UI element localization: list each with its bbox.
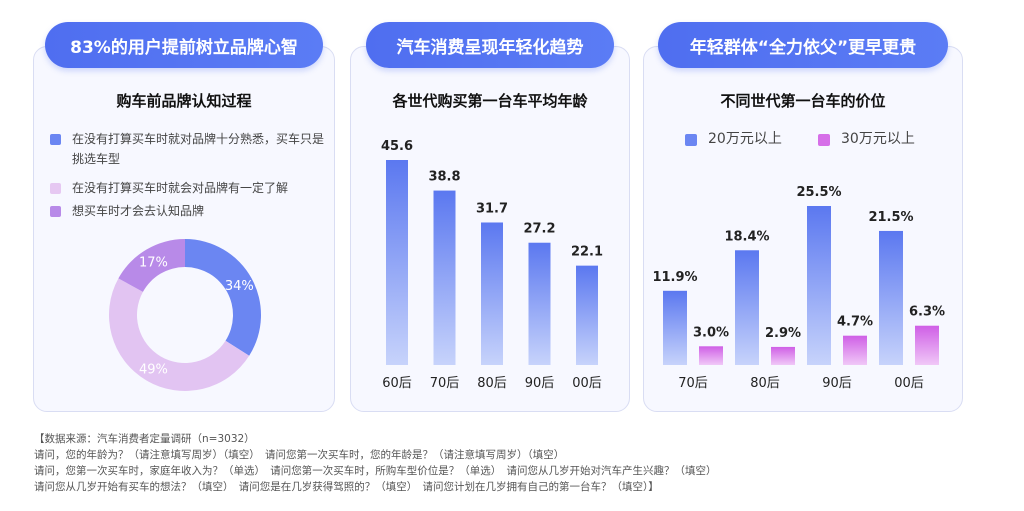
bar-70后-series-2 (699, 346, 723, 365)
legend-label-2: 在没有打算买车时就会对品牌有一定了解 (72, 181, 289, 195)
x-tick-label: 80后 (477, 376, 507, 391)
bar-value-label: 21.5% (868, 210, 913, 225)
donut-label-2: 49% (139, 362, 168, 377)
donut-chart: 34% 49% 17% (108, 239, 261, 392)
age-bar-chart: 45.6 60后 38.8 70后 31.7 80后 27.2 90后 22.1 00后 (381, 139, 603, 391)
x-tick-label: 90后 (525, 376, 555, 391)
x-tick-label: 00后 (572, 376, 602, 391)
donut-slice-1 (185, 239, 261, 356)
bar-00后-series-2 (915, 325, 939, 365)
bar-value-label: 2.9% (765, 326, 801, 341)
x-tick-label: 70后 (430, 376, 460, 391)
footer-source: 【数据来源：汽车消费者定量调研（n=3032） (34, 433, 255, 445)
donut-slice-3 (118, 239, 185, 292)
footer-line-3: 请问您从几岁开始有买车的想法？（填空） 请问您是在几岁获得驾照的？（填空） 请问… (34, 481, 659, 493)
legend-swatch-3 (50, 206, 61, 217)
x-tick-label: 80后 (750, 376, 780, 391)
legend-swatch-2 (50, 183, 61, 194)
footer-line-2: 请问，您第一次买车时，家庭年收入为？（单选） 请问您第一次买车时，所购车型价位是… (34, 465, 717, 477)
legend-swatch-1 (50, 134, 61, 145)
bar-value-label: 4.7% (837, 315, 873, 330)
bar-70后-series-1 (663, 290, 687, 365)
price-bar-chart: 11.9% 3.0% 70后 18.4% 2.9% 80后 25.5% 4.7% 90后 21.5… (652, 185, 945, 391)
panel2-headline: 汽车消费呈现年轻化趋势 (366, 22, 614, 68)
legend-label-1: 在没有打算买车时就对品牌十分熟悉，买车只是挑选车型 (72, 132, 325, 166)
bar-value-label: 18.4% (724, 229, 769, 244)
panel1-chart-title: 购车前品牌认知过程 (116, 92, 252, 110)
panel3-chart-title: 不同世代第一台车的价位 (720, 92, 886, 110)
legend-label-20w: 20万元以上 (708, 131, 782, 147)
donut-label-1: 34% (225, 279, 254, 294)
x-tick-label: 90后 (822, 376, 852, 391)
bar-value-label: 45.6 (381, 139, 413, 154)
x-tick-label: 00后 (894, 376, 924, 391)
panel-first-car-price (643, 46, 963, 412)
panel2-chart-title: 各世代购买第一台车平均年龄 (392, 92, 588, 110)
donut-label-3: 17% (139, 256, 168, 271)
bar-value-label: 38.8 (428, 170, 460, 185)
bar-80后-series-2 (771, 346, 795, 365)
x-tick-label: 70后 (678, 376, 708, 391)
panel3-headline: 年轻群体“全力依父”更早更贵 (658, 22, 948, 68)
bar-value-label: 6.3% (909, 305, 945, 320)
legend-swatch-20w (685, 134, 697, 146)
bar-00后-series-1 (879, 230, 903, 365)
panel1-headline: 83%的用户提前树立品牌心智 (45, 22, 323, 68)
bar-90后-series-1 (807, 206, 831, 365)
legend-swatch-30w (818, 134, 830, 146)
bar-60后 (386, 160, 408, 365)
bar-80后-series-1 (735, 250, 759, 365)
bar-value-label: 22.1 (571, 245, 603, 260)
bar-90后 (528, 242, 551, 365)
bar-80后 (481, 222, 503, 365)
bar-value-label: 3.0% (693, 325, 729, 340)
panel-brand-awareness (33, 46, 335, 412)
x-tick-label: 60后 (382, 376, 412, 391)
bar-value-label: 27.2 (523, 222, 555, 237)
bar-90后-series-2 (843, 335, 867, 365)
legend-label-3: 想买车时才会去认知品牌 (72, 204, 205, 218)
bar-value-label: 31.7 (476, 201, 508, 216)
bar-value-label: 11.9% (652, 270, 697, 285)
legend-label-30w: 30万元以上 (841, 131, 915, 147)
bar-70后 (433, 190, 456, 365)
footer-line-1: 请问，您的年龄为？（请注意填写周岁）（填空） 请问您第一次买车时，您的年龄是？（… (34, 449, 565, 461)
donut-slice-2 (108, 278, 250, 392)
bar-value-label: 25.5% (796, 185, 841, 200)
bar-00后 (576, 265, 598, 365)
